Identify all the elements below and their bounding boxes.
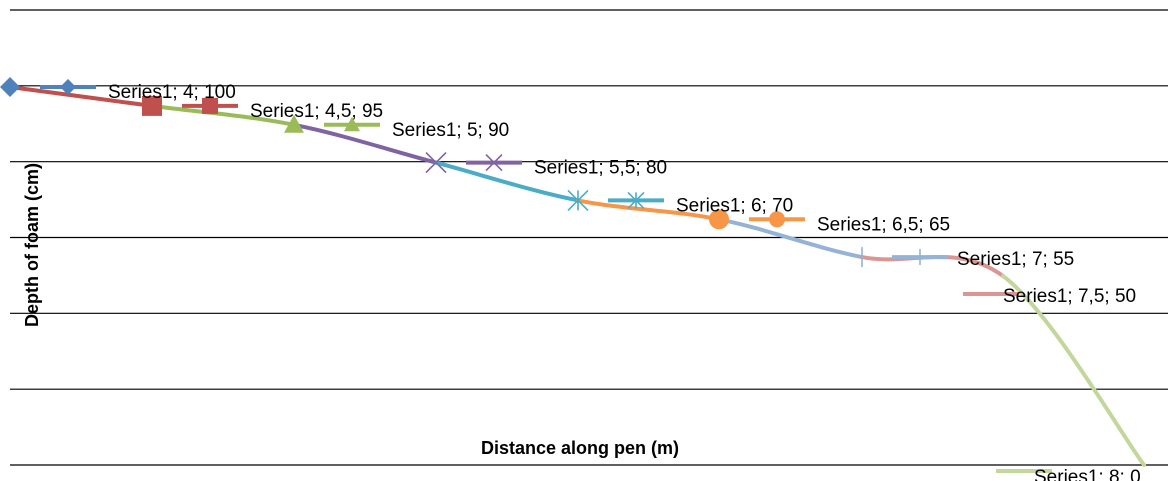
circle-marker — [769, 211, 785, 228]
data-label: Series1; 5; 90 — [392, 120, 509, 141]
data-label: Series1; 6,5; 65 — [817, 214, 950, 235]
line-segment — [1001, 274, 1146, 467]
data-label: Series1; 6; 70 — [676, 195, 793, 216]
line-segment — [292, 122, 438, 165]
circle-marker — [709, 209, 729, 230]
square-marker — [142, 95, 162, 116]
star-marker — [567, 189, 589, 211]
data-label: Series1; 8; 0 — [1034, 467, 1141, 481]
x-axis-title: Distance along pen (m) — [481, 438, 679, 458]
label-legend-keys — [40, 79, 1052, 473]
line-segment — [434, 160, 580, 203]
triangle-marker — [344, 116, 360, 132]
data-point-markers — [0, 77, 863, 268]
diamond-marker — [0, 77, 20, 97]
data-label: Series1; 7,5; 50 — [1003, 286, 1136, 307]
data-label: Series1; 4,5; 95 — [250, 101, 383, 122]
x-marker — [425, 152, 447, 174]
x-marker — [485, 154, 503, 172]
line-segment — [576, 198, 721, 222]
series-line-segments — [8, 85, 1146, 467]
triangle-marker — [284, 114, 304, 133]
data-label: Series1; 5,5; 80 — [534, 158, 667, 179]
square-marker — [202, 97, 218, 114]
star-marker — [627, 191, 645, 209]
data-label: Series1; 4; 100 — [108, 82, 236, 103]
line-segment — [8, 85, 154, 108]
gridlines — [10, 9, 1168, 466]
diamond-marker — [60, 79, 76, 95]
line-segment — [717, 217, 864, 260]
data-labels: Series1; 4; 100 Series1; 4,5; 95 Series1; … — [108, 82, 1141, 481]
y-axis-title: Depth of foam (cm) — [22, 163, 42, 327]
line-segment — [150, 103, 296, 127]
data-label: Series1; 7; 55 — [957, 249, 1074, 270]
